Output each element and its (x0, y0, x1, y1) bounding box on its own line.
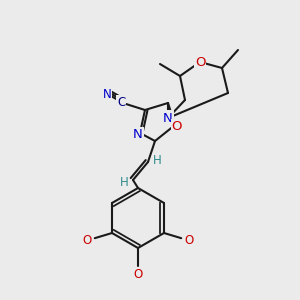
Text: H: H (153, 154, 161, 166)
Text: O: O (82, 234, 92, 247)
Text: H: H (120, 176, 128, 190)
Text: N: N (103, 88, 111, 100)
Text: O: O (172, 121, 182, 134)
Text: C: C (117, 95, 125, 109)
Text: O: O (184, 234, 194, 247)
Text: O: O (195, 56, 205, 68)
Text: O: O (134, 268, 142, 281)
Text: N: N (163, 112, 173, 124)
Text: N: N (133, 128, 143, 142)
